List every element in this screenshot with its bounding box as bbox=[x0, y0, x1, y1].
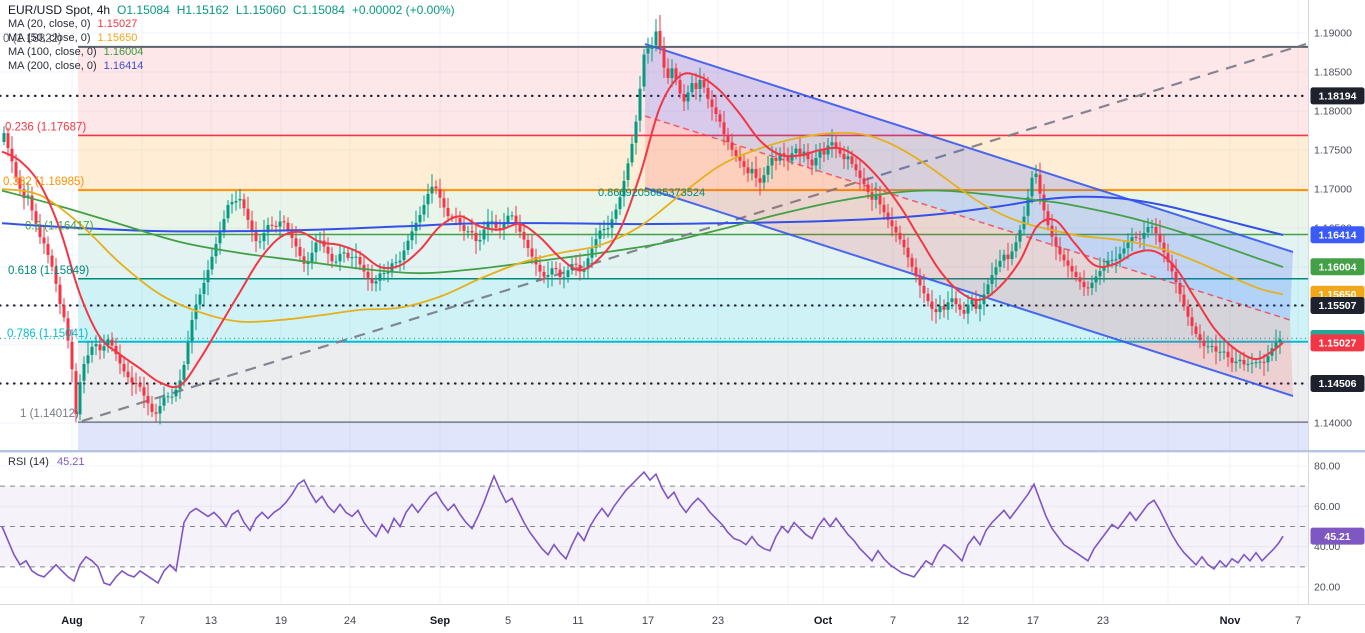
price-badge-1.16414: 1.16414 bbox=[1310, 226, 1365, 244]
ma100-legend-row[interactable]: MA (100, close, 0) 1.16004 bbox=[8, 45, 455, 59]
fib-label-1: 1 (1.14012) bbox=[20, 408, 79, 420]
ma20-line[interactable] bbox=[1, 72, 1284, 389]
time-tick-24: 24 bbox=[344, 615, 356, 627]
time-tick-11: 11 bbox=[572, 615, 583, 627]
symbol-title: EUR/USD Spot, 4h bbox=[8, 3, 111, 17]
ma20-label: MA (20, close, 0) bbox=[8, 18, 91, 30]
time-tick-7: 7 bbox=[139, 615, 145, 627]
symbol-row[interactable]: EUR/USD Spot, 4h O1.15084 H1.15162 L1.15060… bbox=[8, 3, 455, 17]
ma50-line[interactable] bbox=[1, 131, 1284, 323]
fib-band-0.5 bbox=[78, 234, 1308, 279]
time-tick-7: 7 bbox=[890, 615, 896, 627]
channel-upper-line bbox=[644, 43, 1294, 253]
ma100-label: MA (100, close, 0) bbox=[8, 46, 97, 58]
fib-label-0.236: 0.236 (1.17687) bbox=[5, 121, 86, 133]
time-tick-Oct: Oct bbox=[814, 615, 833, 627]
ma20-value: 1.15027 bbox=[97, 18, 138, 30]
time-tick-7: 7 bbox=[1295, 615, 1301, 627]
ohlc-close: C1.15084 bbox=[292, 3, 345, 17]
svg-text:1.14506: 1.14506 bbox=[1319, 378, 1357, 390]
svg-text:1.17500: 1.17500 bbox=[1314, 145, 1352, 157]
svg-text:1.19000: 1.19000 bbox=[1314, 28, 1352, 40]
fib-label-0.5: 0.5 (1.16417) bbox=[25, 220, 94, 232]
time-tick-17: 17 bbox=[1027, 615, 1039, 627]
svg-text:1.18500: 1.18500 bbox=[1314, 67, 1352, 79]
fib-band-0.786 bbox=[78, 341, 1308, 423]
rsi-badge: 45.21 bbox=[1310, 527, 1365, 545]
price-badge-1.14506: 1.14506 bbox=[1310, 375, 1365, 393]
fib-label-0: 0 (1.18822) bbox=[3, 33, 62, 45]
time-tick-19: 19 bbox=[275, 615, 287, 627]
ma200-legend-row[interactable]: MA (200, close, 0) 1.16414 bbox=[8, 59, 455, 73]
time-tick-5: 5 bbox=[505, 615, 511, 627]
rsi-value: 45.21 bbox=[56, 456, 85, 468]
fib-label-0.382: 0.382 (1.16985) bbox=[3, 176, 84, 188]
price-badge-1.18194: 1.18194 bbox=[1310, 87, 1365, 105]
svg-text:45.21: 45.21 bbox=[1324, 531, 1350, 543]
channel-fill-lower bbox=[645, 116, 1293, 396]
svg-text:1.15507: 1.15507 bbox=[1319, 300, 1357, 312]
svg-text:1.15027: 1.15027 bbox=[1319, 338, 1357, 350]
svg-text:1.17000: 1.17000 bbox=[1314, 184, 1352, 196]
fib-band-0.618 bbox=[78, 278, 1308, 342]
rsi-line[interactable] bbox=[1, 470, 1284, 586]
svg-text:1.16004: 1.16004 bbox=[1319, 261, 1357, 273]
axis-labels: 1.190001.185001.180001.175001.170001.165… bbox=[61, 28, 1365, 627]
price-badge-1.15507: 1.15507 bbox=[1310, 296, 1365, 314]
time-tick-17: 17 bbox=[642, 615, 654, 627]
pane-divider[interactable] bbox=[0, 450, 1365, 453]
candles-layer bbox=[2, 15, 1282, 425]
ma200-label: MA (200, close, 0) bbox=[8, 60, 97, 72]
channel-fill-upper bbox=[645, 44, 1293, 320]
ma20-legend-row[interactable]: MA (20, close, 0) 1.15027 bbox=[8, 17, 455, 31]
ascending-trendline[interactable] bbox=[81, 42, 1307, 423]
svg-text:1.18194: 1.18194 bbox=[1319, 91, 1357, 103]
ohlc-low: L1.15060 bbox=[235, 3, 286, 17]
price-alert-lines[interactable] bbox=[0, 94, 1310, 385]
ma200-line[interactable] bbox=[1, 195, 1284, 236]
fib-band-below-1 bbox=[78, 422, 1308, 451]
gridlines bbox=[0, 0, 1308, 604]
fib-band-0.236 bbox=[78, 135, 1308, 191]
svg-text:20.00: 20.00 bbox=[1314, 582, 1340, 594]
time-axis-area[interactable] bbox=[0, 605, 1365, 633]
time-tick-Nov: Nov bbox=[1220, 615, 1242, 627]
price-badge-1.16004: 1.16004 bbox=[1310, 258, 1365, 276]
svg-text:1.16414: 1.16414 bbox=[1319, 229, 1357, 241]
svg-text:1.14000: 1.14000 bbox=[1314, 418, 1352, 430]
ma50-value: 1.15650 bbox=[97, 32, 138, 44]
ohlc-change: +0.00002 (+0.00%) bbox=[351, 3, 455, 17]
svg-text:80.00: 80.00 bbox=[1314, 461, 1340, 473]
ma100-line[interactable] bbox=[1, 189, 1284, 275]
descending-channel[interactable] bbox=[644, 43, 1294, 397]
rsi-pane bbox=[0, 470, 1308, 586]
fib-label-0.786: 0.786 (1.15041) bbox=[7, 328, 88, 340]
ma100-value: 1.16004 bbox=[103, 46, 144, 58]
ohlc-high: H1.15162 bbox=[176, 3, 229, 17]
time-tick-23: 23 bbox=[712, 615, 724, 627]
channel-mid-line bbox=[644, 115, 1291, 321]
time-tick-Sep: Sep bbox=[430, 615, 450, 627]
price-badge-1.15027: 1.15027 bbox=[1310, 334, 1365, 352]
rsi-label: RSI (14) bbox=[8, 456, 49, 468]
symbol-legend: EUR/USD Spot, 4h O1.15084 H1.15162 L1.15060… bbox=[8, 3, 455, 73]
time-tick-Aug: Aug bbox=[61, 615, 82, 627]
svg-text:1.18000: 1.18000 bbox=[1314, 106, 1352, 118]
time-tick-13: 13 bbox=[205, 615, 217, 627]
time-tick-23: 23 bbox=[1097, 615, 1109, 627]
ma50-legend-row[interactable]: MA (50, close, 0) 1.15650 bbox=[8, 31, 455, 45]
svg-text:60.00: 60.00 bbox=[1314, 501, 1340, 513]
ohlc-open: O1.15084 bbox=[117, 3, 170, 17]
channel-value-label: 0.8669205685373524 bbox=[598, 187, 705, 199]
time-tick-12: 12 bbox=[957, 615, 969, 627]
fib-label-0.618: 0.618 (1.15849) bbox=[8, 265, 89, 277]
ma200-value: 1.16414 bbox=[103, 60, 144, 72]
rsi-legend-row[interactable]: RSI (14) 45.21 bbox=[8, 456, 85, 468]
ma50-label: MA (50, close, 0) bbox=[8, 32, 91, 44]
price-axis-area[interactable] bbox=[1309, 0, 1365, 633]
fib-labels: 0 (1.18822) 0.236 (1.17687) 0.382 (1.16985… bbox=[3, 33, 94, 420]
fib-retracement bbox=[78, 45, 1308, 451]
